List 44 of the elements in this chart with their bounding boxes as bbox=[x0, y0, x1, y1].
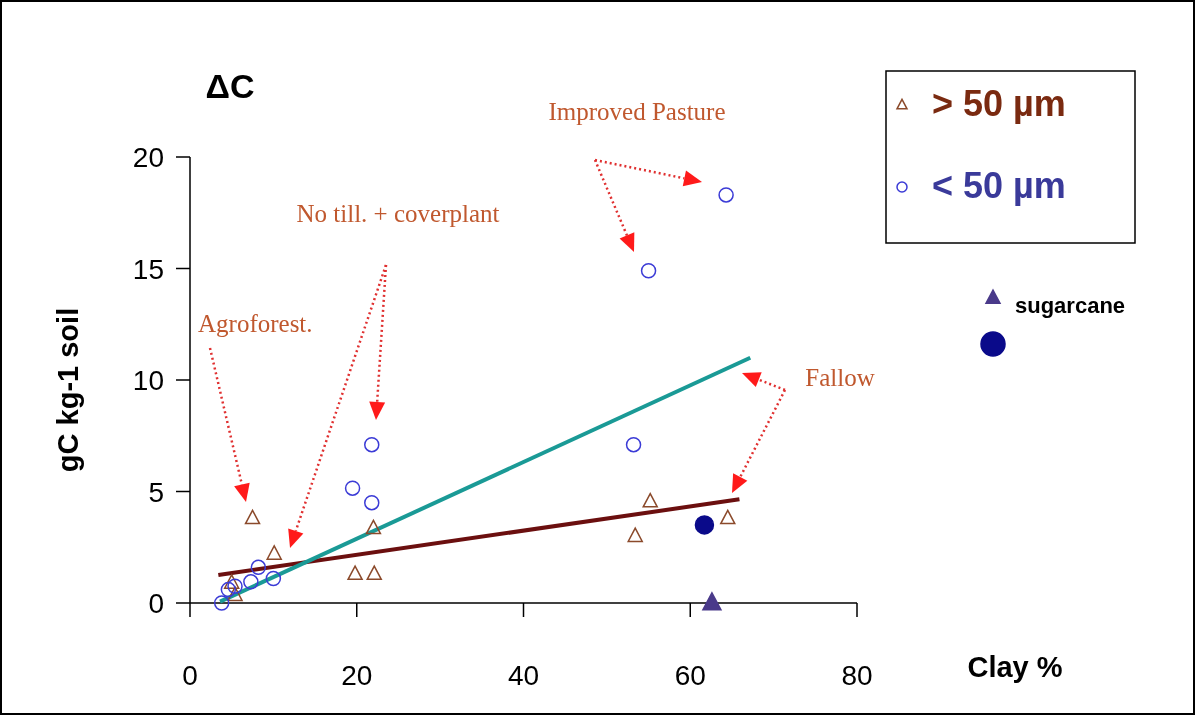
point bbox=[213, 595, 230, 611]
point bbox=[344, 480, 361, 496]
legend-label: > 50 µm bbox=[932, 83, 1066, 124]
x-tick-label: 80 bbox=[841, 660, 873, 691]
point bbox=[627, 527, 643, 543]
annotation: No till. + coverplant bbox=[296, 200, 500, 227]
y-tick-label: 10 bbox=[132, 365, 164, 396]
legend-label: < 50 µm bbox=[932, 165, 1066, 206]
annotation: Fallow bbox=[805, 364, 875, 391]
y-axis-title: gC kg-1 soil bbox=[52, 307, 84, 473]
point bbox=[243, 574, 259, 590]
point bbox=[223, 574, 240, 589]
point bbox=[642, 492, 658, 508]
annotation: Agroforest. bbox=[198, 310, 313, 337]
point bbox=[364, 436, 380, 453]
y-tick-label: 20 bbox=[132, 142, 164, 173]
point bbox=[640, 262, 657, 279]
y-tick-label: 0 bbox=[148, 588, 164, 619]
y-tick-label: 5 bbox=[148, 476, 164, 508]
legend-label: sugarcane bbox=[1015, 293, 1126, 318]
x-tick-label: 0 bbox=[182, 660, 198, 691]
x-tick-label: 60 bbox=[674, 660, 706, 691]
point bbox=[227, 586, 243, 602]
point bbox=[702, 591, 722, 611]
point bbox=[366, 565, 383, 581]
point bbox=[718, 187, 734, 203]
point bbox=[694, 515, 715, 535]
x-axis-title: Clay % bbox=[967, 651, 1063, 683]
x-tick-label: 40 bbox=[507, 660, 540, 691]
chart-title: ΔC bbox=[205, 67, 255, 105]
point bbox=[266, 545, 282, 561]
point bbox=[364, 494, 380, 511]
point bbox=[347, 565, 363, 581]
point bbox=[250, 559, 267, 576]
point bbox=[244, 509, 261, 525]
point bbox=[365, 519, 382, 535]
point bbox=[720, 509, 736, 525]
point bbox=[625, 436, 642, 453]
point bbox=[220, 581, 237, 598]
text: Improved Pasture bbox=[548, 98, 726, 125]
y-tick-label: 15 bbox=[132, 253, 164, 285]
point bbox=[265, 570, 282, 587]
x-tick-label: 20 bbox=[341, 660, 373, 691]
point bbox=[227, 578, 243, 595]
